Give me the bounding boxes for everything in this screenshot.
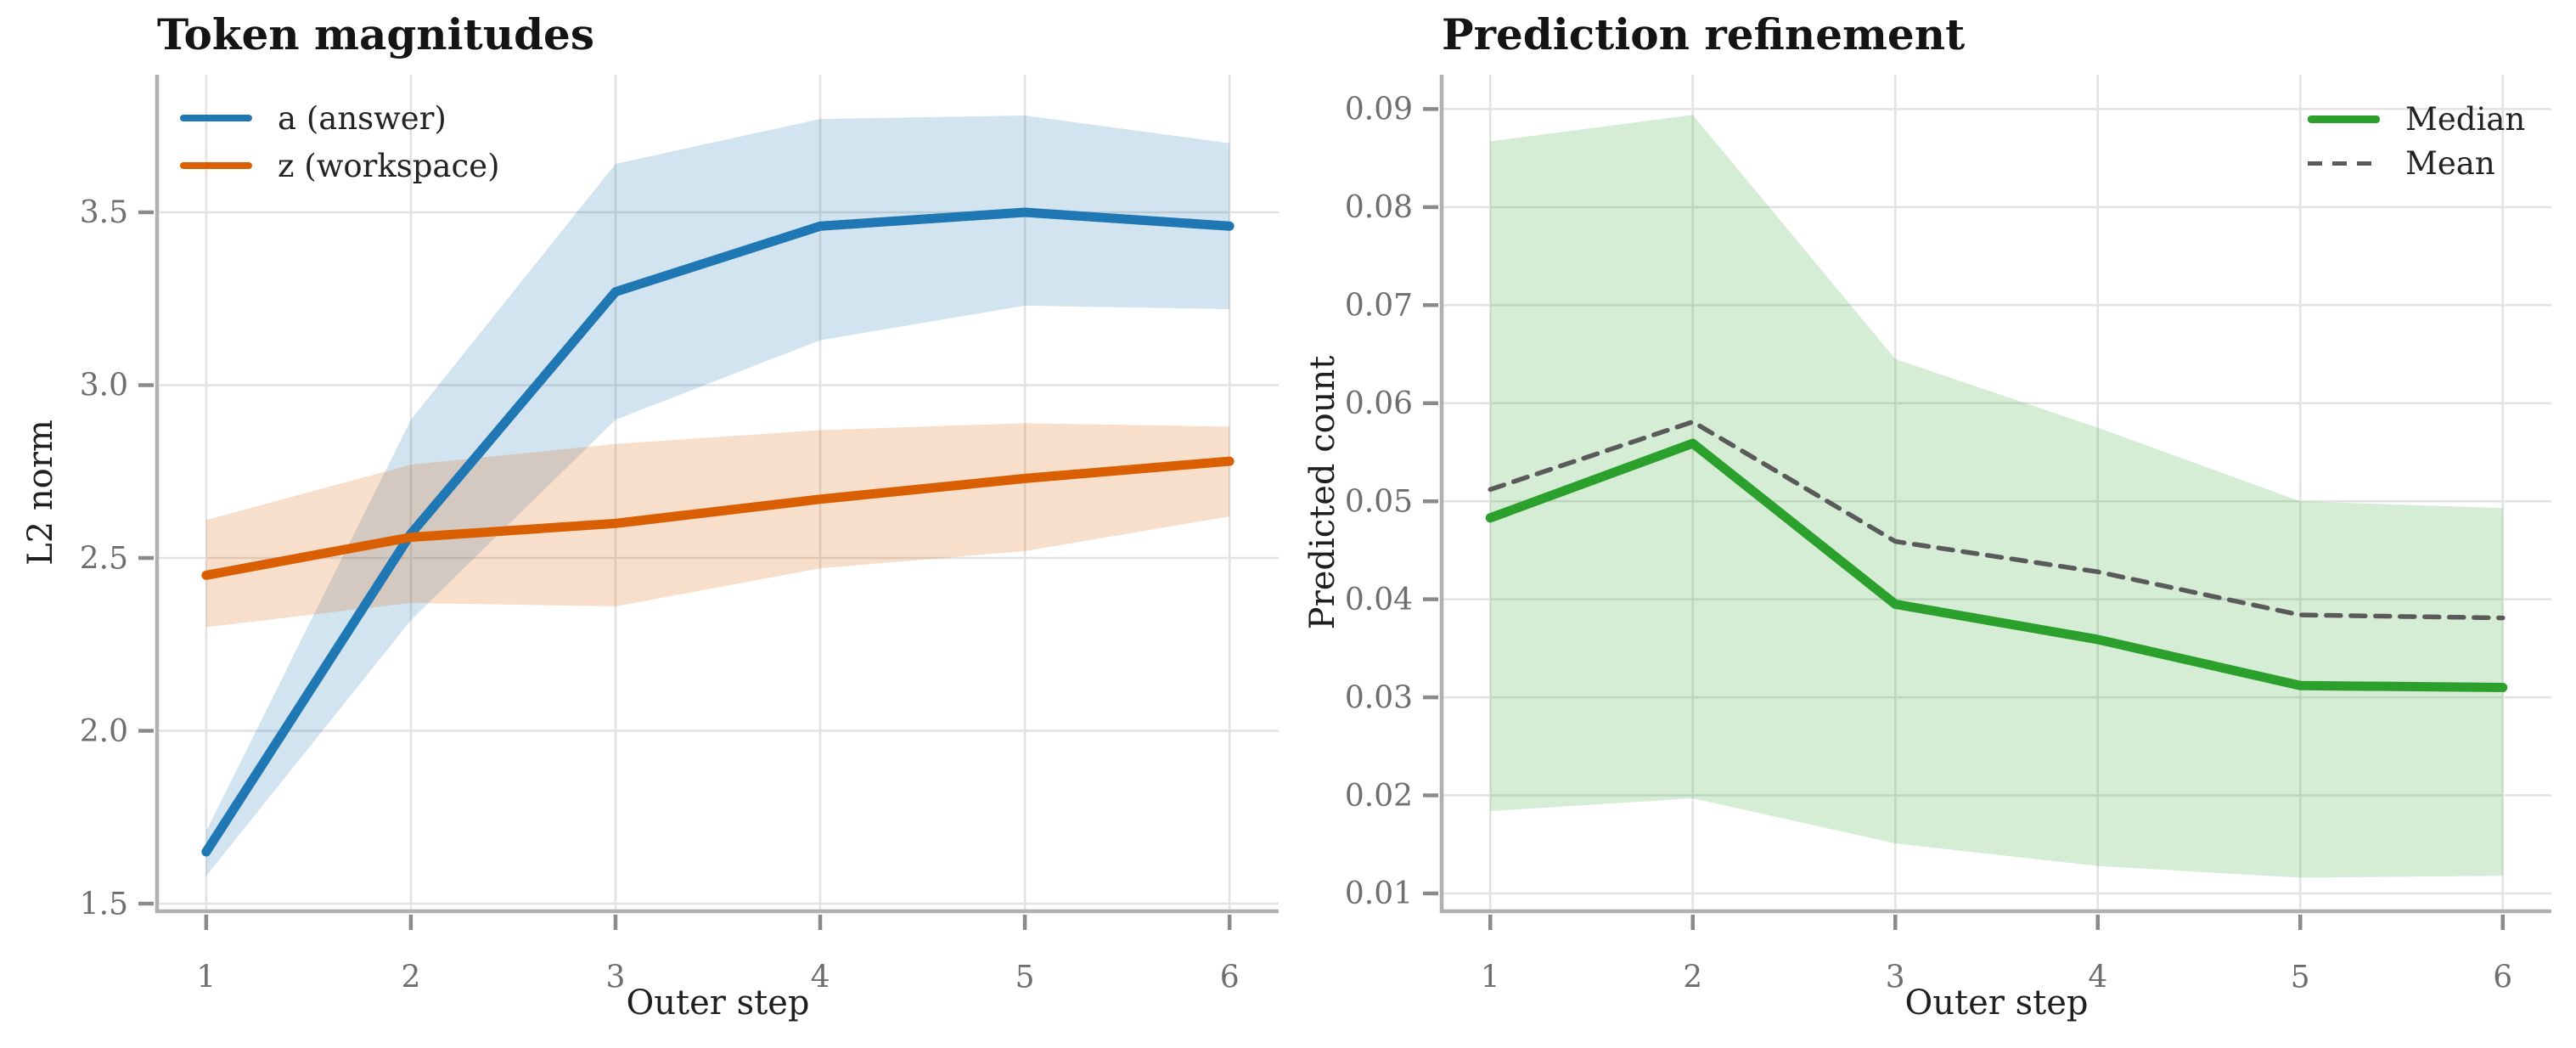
svg-text:0.01: 0.01: [1345, 876, 1413, 911]
right-panel-title: Prediction refinement: [1442, 9, 1966, 59]
spines: [155, 75, 1279, 914]
panel-0: 1 2 3 4 5 6 1.5 2.0 2.5 3.0 3.5: [80, 75, 1279, 995]
legend-label: a (answer): [278, 99, 447, 137]
left-x-axis-label: Outer step: [626, 983, 810, 1023]
tick-marks: [138, 210, 1232, 930]
svg-text:0.07: 0.07: [1345, 289, 1413, 324]
tick-labels: 1 2 3 4 5 6 1.5 2.0 2.5 3.0 3.5: [80, 195, 1240, 994]
legend-item-median: Median: [2308, 97, 2525, 141]
panel-1: 1 2 3 4 5 6 0.01 0.02 0.03 0.04 0.05 0.06 0.07 0.08 0.…: [1345, 75, 2551, 995]
svg-text:0.08: 0.08: [1345, 190, 1413, 225]
svg-text:0.02: 0.02: [1345, 779, 1413, 814]
band-median: [1490, 115, 2503, 878]
svg-text:0.09: 0.09: [1345, 93, 1413, 127]
line-z-workspace-: [201, 456, 1235, 580]
line-median: [1485, 438, 2508, 693]
svg-text:1: 1: [196, 961, 216, 995]
svg-text:2: 2: [1683, 961, 1702, 995]
spines: [1439, 75, 2551, 914]
z-workspace-line-swatch-icon: [180, 162, 252, 169]
svg-text:2.0: 2.0: [80, 714, 128, 749]
svg-text:2.5: 2.5: [80, 541, 128, 576]
band-a-answer-: [205, 116, 1230, 876]
legend-item-a-answer: a (answer): [180, 94, 500, 142]
legend-item-z-workspace: z (workspace): [180, 142, 500, 189]
svg-text:3: 3: [606, 961, 626, 995]
svg-text:6: 6: [2493, 961, 2512, 995]
svg-text:0.05: 0.05: [1345, 484, 1413, 519]
gridlines: [157, 75, 1279, 911]
legend-label: z (workspace): [278, 147, 500, 184]
left-y-axis-label: L2 norm: [21, 420, 60, 566]
legend-label: Mean: [2405, 144, 2495, 182]
svg-text:3.5: 3.5: [80, 195, 128, 230]
tick-marks: [1423, 107, 2506, 930]
legend-label: Median: [2405, 100, 2526, 138]
a-answer-line-swatch-icon: [180, 115, 252, 121]
left-legend: a (answer) z (workspace): [180, 94, 500, 189]
svg-text:4: 4: [811, 961, 830, 995]
line-a-answer-: [201, 207, 1235, 857]
svg-text:3.0: 3.0: [80, 369, 128, 403]
right-legend: Median Mean: [2308, 97, 2525, 185]
svg-text:2: 2: [401, 961, 420, 995]
svg-text:6: 6: [1220, 961, 1240, 995]
mean-dashed-line-swatch-icon: [2308, 161, 2377, 166]
svg-text:5: 5: [2291, 961, 2310, 995]
svg-text:0.03: 0.03: [1345, 680, 1413, 715]
svg-text:1.5: 1.5: [80, 887, 128, 921]
svg-text:0.04: 0.04: [1345, 583, 1413, 617]
svg-text:1: 1: [1481, 961, 1500, 995]
left-panel-title: Token magnitudes: [157, 9, 595, 59]
gridlines: [1442, 75, 2551, 911]
right-y-axis-label: Predicted count: [1303, 355, 1342, 630]
tick-labels: 1 2 3 4 5 6 0.01 0.02 0.03 0.04 0.05 0.06 0.07 0.08 0.…: [1345, 93, 2512, 995]
svg-text:0.06: 0.06: [1345, 386, 1413, 421]
band-z-workspace-: [205, 423, 1230, 628]
svg-text:3: 3: [1886, 961, 1905, 995]
right-x-axis-label: Outer step: [1904, 983, 2089, 1023]
line-mean: [1488, 419, 2506, 621]
legend-item-mean: Mean: [2308, 141, 2525, 185]
svg-text:5: 5: [1015, 961, 1035, 995]
median-line-swatch-icon: [2308, 115, 2380, 123]
svg-text:4: 4: [2088, 961, 2107, 995]
